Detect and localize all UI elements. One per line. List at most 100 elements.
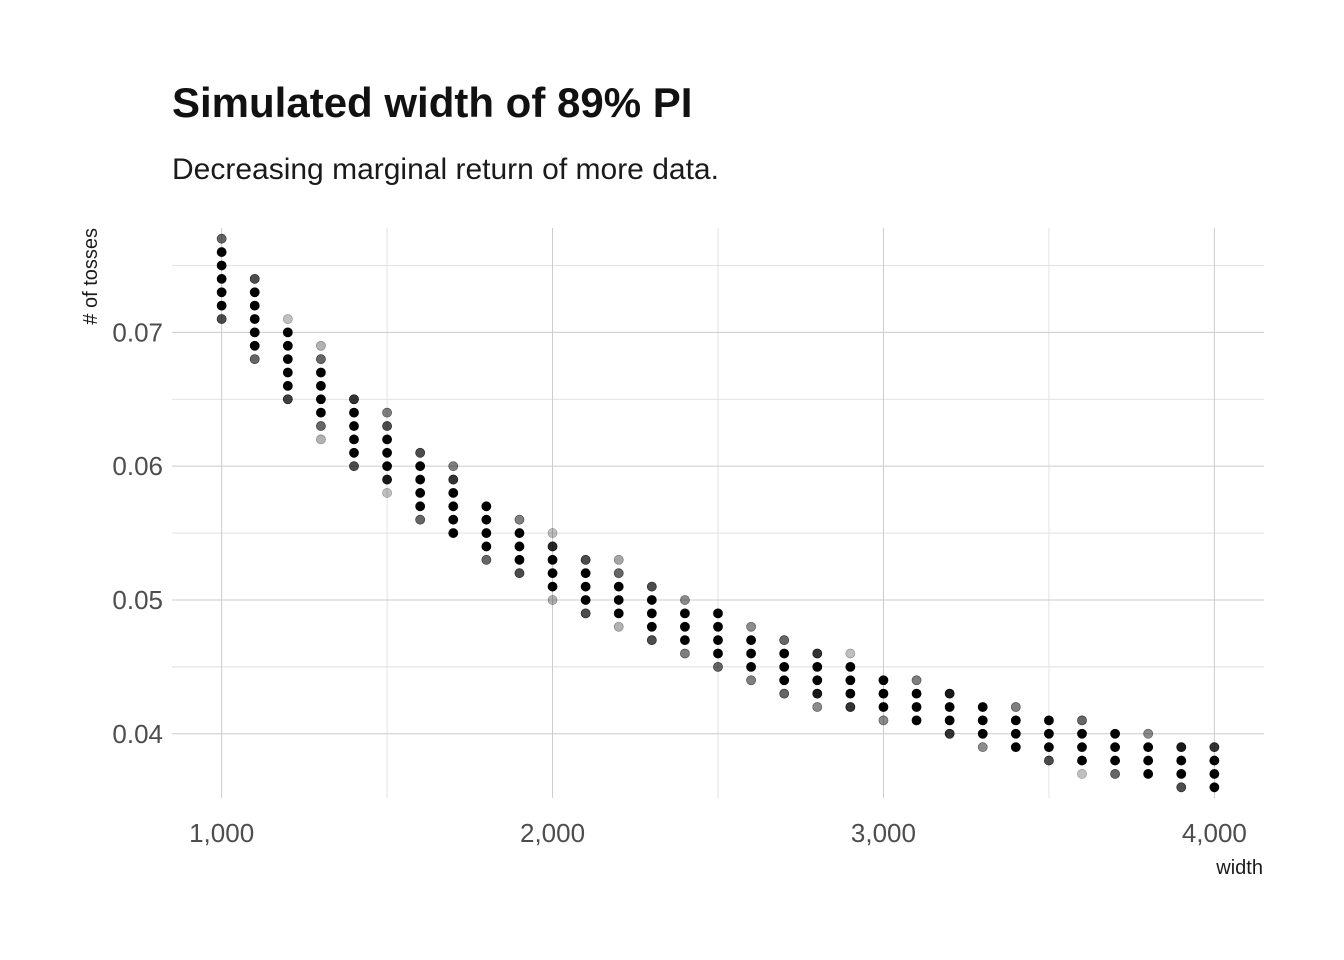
data-point	[845, 675, 856, 686]
data-point	[216, 233, 227, 244]
data-point	[1010, 715, 1021, 726]
data-point	[878, 715, 889, 726]
data-point	[382, 474, 392, 485]
data-point	[1077, 728, 1087, 739]
data-point	[580, 608, 591, 619]
data-point	[911, 702, 922, 712]
data-point	[382, 407, 392, 418]
y-tick-label: 0.06	[112, 451, 163, 481]
data-point	[216, 260, 227, 271]
data-point	[1010, 742, 1021, 753]
data-point	[779, 635, 790, 646]
data-point	[547, 554, 558, 565]
data-point	[613, 621, 624, 632]
data-point	[845, 688, 856, 699]
y-tick-label: 0.07	[112, 317, 163, 347]
data-point	[977, 742, 988, 753]
data-point	[680, 621, 690, 632]
minor-gridlines	[172, 228, 1264, 798]
data-point	[613, 581, 624, 592]
data-point	[282, 367, 293, 378]
data-point	[1044, 742, 1054, 753]
data-point	[1176, 755, 1187, 766]
data-point	[1077, 769, 1087, 779]
data-point	[547, 541, 558, 552]
data-point	[878, 675, 889, 686]
data-point	[713, 621, 723, 632]
data-point	[680, 648, 690, 659]
data-point	[746, 661, 756, 672]
data-point	[216, 314, 227, 324]
data-point	[249, 314, 260, 324]
data-point	[249, 340, 260, 351]
data-point	[216, 300, 227, 311]
data-point	[382, 434, 392, 445]
data-point	[514, 554, 525, 565]
data-point	[911, 688, 922, 699]
data-point	[349, 407, 359, 418]
data-point	[249, 287, 260, 298]
data-point	[1209, 742, 1220, 753]
data-point	[779, 661, 790, 672]
data-point	[547, 581, 558, 592]
data-point	[282, 380, 293, 391]
data-point	[448, 474, 459, 485]
data-point	[448, 461, 459, 472]
data-point	[878, 702, 889, 712]
data-point	[812, 675, 823, 686]
data-point	[646, 581, 657, 592]
data-point	[415, 488, 426, 498]
data-point	[481, 501, 492, 512]
data-point	[1044, 755, 1054, 766]
data-point	[282, 354, 293, 365]
data-point	[1110, 742, 1120, 753]
data-point	[415, 474, 426, 485]
data-point	[448, 528, 459, 538]
data-point	[746, 675, 756, 686]
data-point	[249, 327, 260, 338]
data-point	[481, 514, 492, 525]
data-point	[779, 675, 790, 686]
data-point	[349, 421, 359, 431]
data-point	[944, 702, 955, 712]
x-tick-label: 3,000	[851, 818, 916, 848]
data-point	[316, 340, 326, 351]
data-point	[911, 715, 922, 726]
y-tick-label: 0.04	[112, 719, 163, 749]
data-point	[1143, 755, 1154, 766]
data-point	[713, 661, 723, 672]
data-point	[845, 661, 856, 672]
data-point	[779, 648, 790, 659]
data-point	[415, 447, 426, 458]
data-point	[282, 327, 293, 338]
data-point	[415, 501, 426, 512]
data-point	[316, 354, 326, 365]
data-point	[349, 394, 359, 405]
data-point	[415, 461, 426, 472]
data-point	[1077, 742, 1087, 753]
data-point	[977, 715, 988, 726]
data-point	[613, 608, 624, 619]
data-point	[448, 514, 459, 525]
data-point	[779, 688, 790, 699]
data-point	[448, 501, 459, 512]
data-point	[249, 273, 260, 284]
y-tick-label: 0.05	[112, 585, 163, 615]
x-tick-label: 1,000	[189, 818, 254, 848]
data-point	[514, 514, 525, 525]
data-point	[1176, 742, 1187, 753]
data-point	[481, 554, 492, 565]
data-point	[282, 340, 293, 351]
data-point	[613, 554, 624, 565]
data-point	[382, 488, 392, 498]
data-point	[316, 367, 326, 378]
data-point	[282, 314, 293, 324]
x-axis-ticks: 1,000 2,000 3,000 4,000	[189, 818, 1247, 848]
data-point	[1143, 769, 1154, 779]
data-point	[646, 608, 657, 619]
y-axis-title: # of tosses	[80, 228, 102, 325]
data-point	[415, 514, 426, 525]
y-axis-ticks: 0.04 0.05 0.06 0.07	[112, 317, 163, 748]
data-point	[1209, 782, 1220, 793]
